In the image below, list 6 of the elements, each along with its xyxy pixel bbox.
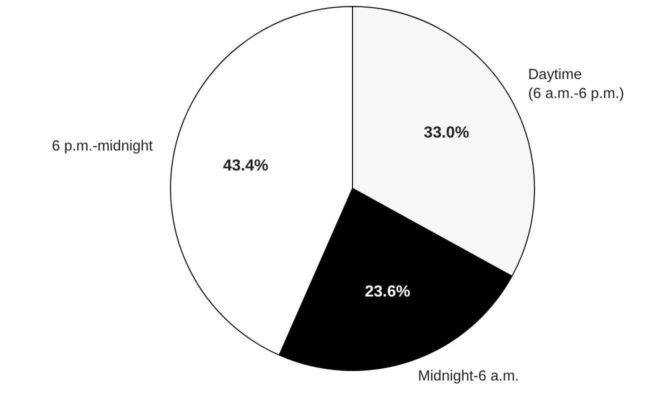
slice-label: Daytime (6 a.m.-6 p.m.) bbox=[528, 67, 624, 102]
data-label: 23.6% bbox=[364, 283, 410, 300]
data-label: 43.4% bbox=[222, 158, 268, 175]
data-label: 33.0% bbox=[424, 124, 470, 142]
slice-label: Midnight-6 a.m. bbox=[418, 368, 519, 384]
slice-label: 6 p.m.-midnight bbox=[52, 138, 153, 155]
